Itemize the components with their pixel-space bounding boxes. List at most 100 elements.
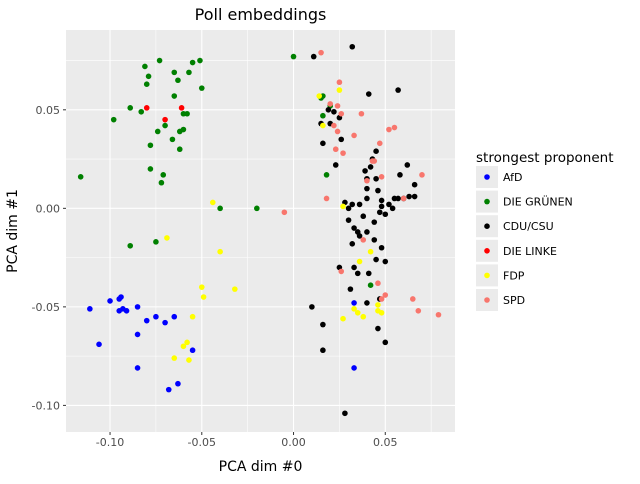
data-point <box>404 162 411 168</box>
data-point <box>342 410 348 417</box>
data-point <box>409 296 416 302</box>
plot-panel <box>66 30 455 432</box>
data-point <box>397 172 403 178</box>
data-point <box>386 126 392 133</box>
data-point <box>367 282 374 288</box>
data-point <box>309 304 315 310</box>
data-point <box>340 150 346 156</box>
data-point <box>198 85 205 91</box>
data-point <box>147 142 154 149</box>
data-point <box>356 201 363 208</box>
data-point <box>217 205 223 212</box>
data-point <box>138 108 145 115</box>
data-point <box>386 201 392 208</box>
data-point <box>375 187 381 194</box>
data-point <box>198 284 205 290</box>
data-point <box>134 304 141 310</box>
data-point <box>107 298 113 304</box>
legend-label: CDU/CSU <box>503 220 554 233</box>
data-point <box>331 122 337 129</box>
y-axis-title: PCA dim #1 <box>5 189 21 273</box>
data-point <box>164 235 170 241</box>
data-point <box>373 148 379 154</box>
legend-marker <box>484 198 490 205</box>
data-point <box>378 203 385 210</box>
data-point <box>162 116 168 123</box>
data-point <box>184 110 190 117</box>
legend-label: FDP <box>503 269 525 282</box>
legend-label: AfD <box>503 171 522 184</box>
data-point <box>327 101 334 107</box>
data-point <box>110 116 117 123</box>
data-point <box>365 91 372 97</box>
legend-label: DIE LINKE <box>503 245 557 258</box>
data-point <box>354 229 361 235</box>
data-point <box>189 59 196 66</box>
data-point <box>143 81 150 87</box>
data-point <box>325 107 332 113</box>
data-point <box>320 140 326 147</box>
data-point <box>169 136 176 143</box>
data-point <box>340 203 346 210</box>
data-point <box>365 270 372 277</box>
data-point <box>351 264 357 271</box>
data-point <box>376 209 383 216</box>
data-point <box>334 103 341 109</box>
x-axis-ticks: -0.10 -0.05 0.00 0.05 <box>96 432 398 449</box>
data-point <box>331 108 337 115</box>
data-point <box>375 302 381 308</box>
data-point <box>77 174 84 180</box>
data-point <box>180 343 187 350</box>
data-point <box>134 365 141 371</box>
data-point <box>371 158 378 164</box>
data-point <box>323 172 330 178</box>
data-point <box>175 77 181 84</box>
data-point <box>395 195 401 202</box>
data-point <box>364 177 370 184</box>
data-point <box>200 294 207 300</box>
data-point <box>371 219 378 225</box>
data-point <box>320 321 326 328</box>
data-point <box>171 355 178 361</box>
legend-marker <box>484 248 490 254</box>
data-point <box>334 128 341 135</box>
data-point <box>340 315 346 322</box>
data-point <box>411 193 418 200</box>
data-point <box>378 197 385 204</box>
data-point <box>375 325 381 332</box>
data-point <box>118 294 124 300</box>
data-point <box>364 195 370 202</box>
data-point <box>217 248 223 255</box>
data-point <box>338 268 345 275</box>
data-point <box>351 300 357 306</box>
data-point <box>162 319 168 326</box>
data-point <box>318 49 324 56</box>
data-point <box>382 292 389 298</box>
data-point <box>175 380 181 387</box>
data-point <box>186 69 192 76</box>
data-point <box>142 63 148 70</box>
data-point <box>290 53 297 60</box>
data-point <box>367 164 374 170</box>
data-point <box>373 256 379 263</box>
data-point <box>147 166 154 172</box>
data-point <box>362 168 368 174</box>
data-point <box>354 309 361 316</box>
data-point <box>123 308 130 314</box>
legend-marker <box>484 174 490 180</box>
data-point <box>320 122 326 129</box>
legend-title: strongest proponent <box>476 150 614 166</box>
data-point <box>345 205 352 212</box>
data-point <box>171 69 178 76</box>
data-point <box>382 258 389 265</box>
y-tick-label: 0.05 <box>36 104 61 117</box>
data-point <box>364 185 370 192</box>
data-point <box>189 347 196 354</box>
data-point <box>320 112 326 119</box>
data-point <box>378 296 385 302</box>
y-tick-label: -0.10 <box>32 399 60 412</box>
data-point <box>316 93 323 99</box>
data-point <box>153 239 159 245</box>
data-point <box>154 128 161 135</box>
